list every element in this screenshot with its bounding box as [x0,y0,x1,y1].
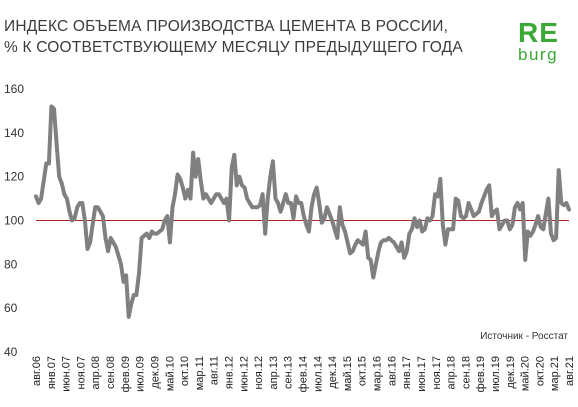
x-tick-label: дек.19 [505,356,517,389]
x-tick-label: окт.20 [534,356,546,386]
y-tick-label: 60 [4,301,18,315]
x-tick-label: мар.11 [194,356,206,390]
logo-re: RE [518,17,559,48]
source-label: Источник - Росстат [480,331,568,342]
x-tick-label: фев.14 [298,356,310,392]
x-axis: авг.06 янв.07 июн.07 ноя.07 апр.08 сен.08 фев.… [31,356,576,392]
x-tick-label: фев.09 [120,356,132,392]
x-tick-label: июн.07 [61,356,73,392]
x-tick-label: ноя.07 [75,356,87,389]
x-tick-label: окт.10 [179,356,191,386]
chart-title: ИНДЕКС ОБЪЕМА ПРОИЗВОДСТВА ЦЕМЕНТА В РОС… [4,16,474,58]
x-tick-label: мар.16 [372,356,384,391]
y-tick-label: 40 [4,345,18,359]
x-tick-label: ноя.17 [431,356,443,389]
x-tick-label: июн.12 [238,356,250,392]
x-tick-label: янв.17 [401,356,413,389]
x-tick-label: авг.11 [209,356,221,385]
x-tick-label: фев.19 [475,356,487,392]
x-tick-label: ноя.12 [253,356,265,389]
x-tick-label: апр.13 [268,356,280,389]
x-tick-label: апр.18 [446,356,458,389]
x-tick-label: мар.21 [549,356,561,391]
x-tick-label: июл.19 [490,356,502,392]
y-tick-label: 100 [4,214,24,228]
x-tick-label: сен.08 [105,356,117,389]
x-tick-label: сен.13 [283,356,295,389]
y-tick-label: 80 [4,257,18,271]
x-tick-label: авг.16 [386,356,398,386]
x-tick-label: дек.09 [149,356,161,389]
x-tick-label: окт.15 [357,356,369,386]
x-tick-label: авг.06 [31,356,43,386]
x-tick-label: июл.09 [135,356,147,392]
y-tick-label: 160 [4,82,24,96]
x-tick-label: апр.08 [90,356,102,389]
logo-burg: burg [518,45,559,64]
x-tick-label: май.20 [520,356,532,391]
x-tick-label: янв.12 [224,356,236,389]
y-tick-label: 140 [4,126,24,140]
x-tick-label: сен.18 [460,356,472,389]
y-tick-label: 120 [4,170,24,184]
series-line [34,104,571,319]
x-tick-label: июн.17 [416,356,428,392]
y-axis: 40 60 80 100 120 140 160 [4,82,24,359]
x-tick-label: май.10 [164,356,176,391]
reburg-logo: RE burg [518,17,574,64]
chart-title-line-1: ИНДЕКС ОБЪЕМА ПРОИЗВОДСТВА ЦЕМЕНТА В РОС… [4,18,449,35]
x-tick-label: авг.21 [564,356,576,386]
x-tick-label: янв.07 [46,356,58,389]
x-tick-label: май.15 [342,356,354,391]
x-tick-label: дек.14 [327,356,339,389]
chart-title-line-2: % К СООТВЕТСТВУЮЩЕМУ МЕСЯЦУ ПРЕДЫДУЩЕГО … [4,39,463,56]
x-tick-label: июл.14 [312,356,324,392]
